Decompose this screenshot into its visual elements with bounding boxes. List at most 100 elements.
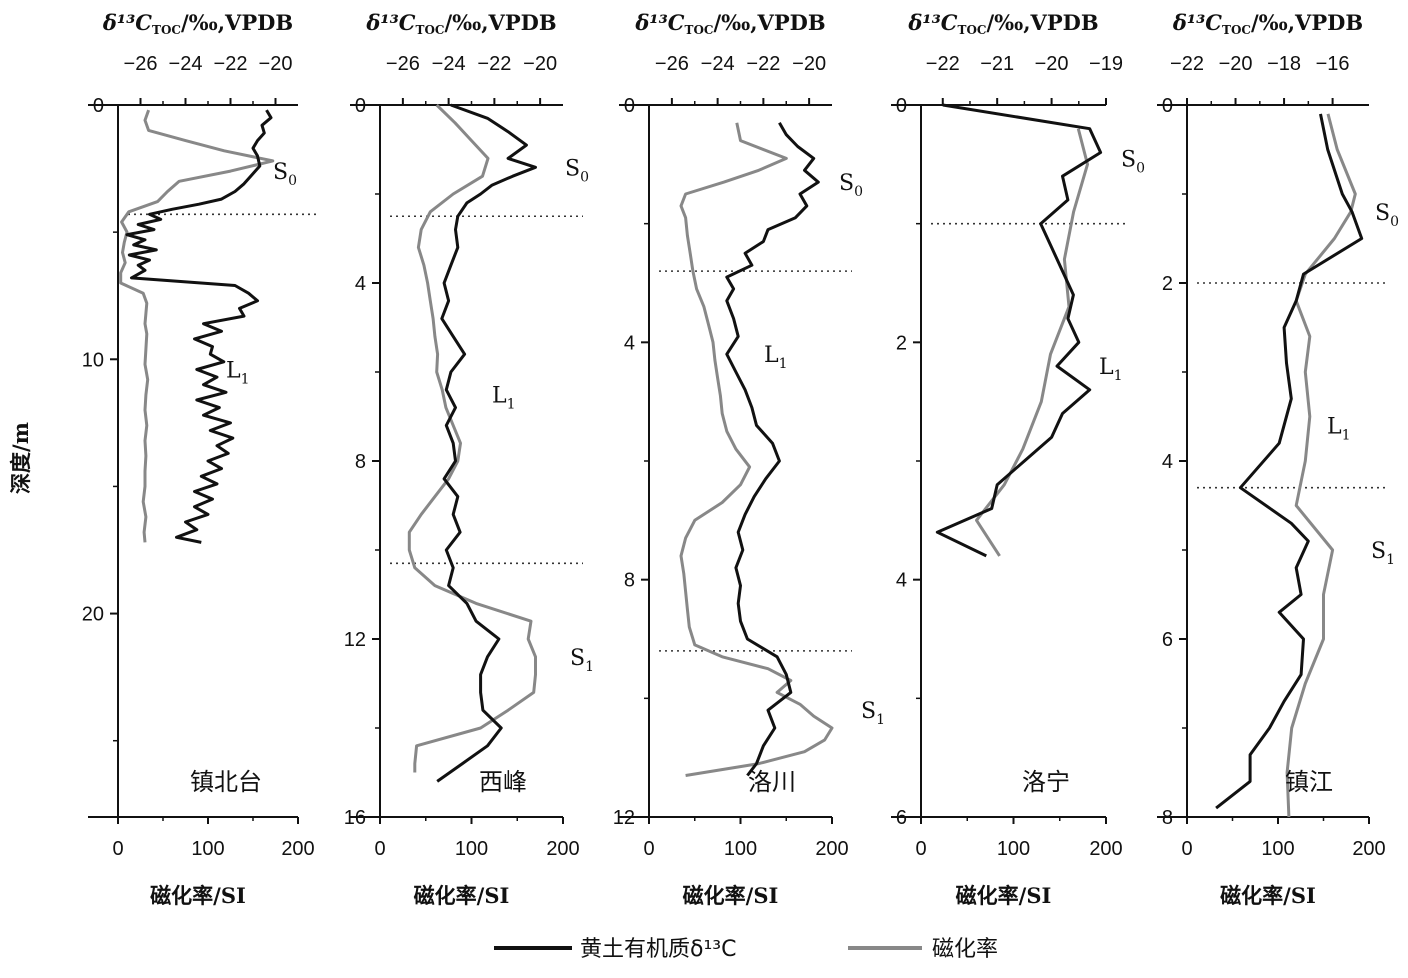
unit-label: S1 xyxy=(861,699,885,728)
depth-axis-title: 深度/m xyxy=(8,422,33,494)
d13c-tick-label: −26 xyxy=(124,53,158,75)
sus-tick-label: 100 xyxy=(191,838,224,860)
sus-tick-label: 200 xyxy=(281,838,314,860)
site-label: 镇江 xyxy=(1285,768,1333,796)
d13c-tick-label: −20 xyxy=(1219,53,1253,75)
sus-tick-label: 100 xyxy=(1261,838,1294,860)
legend-label-d13c: 黄土有机质δ¹³C xyxy=(580,937,736,962)
depth-tick-label: 12 xyxy=(344,629,366,651)
depth-tick-label: 8 xyxy=(355,451,366,473)
sus-tick-label: 0 xyxy=(374,838,385,860)
sus-tick-label: 0 xyxy=(915,838,926,860)
depth-tick-label: 4 xyxy=(1162,451,1173,473)
depth-tick-label: 4 xyxy=(896,570,907,592)
d13c-tick-label: −22 xyxy=(477,53,511,75)
d13c-series xyxy=(935,103,1103,558)
depth-tick-label: 10 xyxy=(82,349,104,371)
sus-axis-title: 磁化率/SI xyxy=(414,883,510,908)
site-label: 洛川 xyxy=(748,768,796,796)
d13c-axis-title: δ¹³CTOC/‰,VPDB xyxy=(102,10,293,37)
d13c-tick-label: −21 xyxy=(980,53,1014,75)
d13c-axis-title: δ¹³CTOC/‰,VPDB xyxy=(1172,10,1363,37)
site-label: 镇北台 xyxy=(190,768,262,796)
d13c-series xyxy=(1215,113,1364,810)
unit-label: L1 xyxy=(1327,414,1351,443)
depth-tick-label: 6 xyxy=(896,807,907,829)
susceptibility-series xyxy=(407,103,537,773)
sus-tick-label: 200 xyxy=(815,838,848,860)
d13c-tick-label: −24 xyxy=(432,53,466,75)
unit-label: S0 xyxy=(273,160,297,189)
depth-tick-label: 0 xyxy=(624,95,635,117)
d13c-series xyxy=(436,103,537,783)
d13c-series xyxy=(125,109,273,544)
d13c-tick-label: −20 xyxy=(523,53,557,75)
panel-5: 0 2 4 6 8 −22 −20 −18 −16 0 100 200 δ¹³CTOC/‰,VPDB 磁化… xyxy=(1157,10,1399,908)
panel-4: 0 2 4 6 −22 −21 −20 −19 0 100 200 δ¹³CTOC/‰,VPDB 磁化率… xyxy=(891,10,1145,908)
d13c-axis-title: δ¹³CTOC/‰,VPDB xyxy=(907,10,1098,37)
unit-label: L1 xyxy=(492,383,516,412)
sus-tick-label: 0 xyxy=(643,838,654,860)
depth-tick-label: 2 xyxy=(1162,273,1173,295)
depth-tick-label: 20 xyxy=(82,604,104,626)
unit-label: L1 xyxy=(1099,355,1123,384)
susceptibility-series xyxy=(679,122,834,777)
site-label: 西峰 xyxy=(479,768,527,796)
d13c-tick-label: −22 xyxy=(1170,53,1204,75)
sus-tick-label: 0 xyxy=(1181,838,1192,860)
depth-tick-label: 8 xyxy=(1162,807,1173,829)
sus-tick-label: 100 xyxy=(997,838,1030,860)
depth-tick-label: 4 xyxy=(624,332,635,354)
unit-label: S1 xyxy=(1371,539,1395,568)
unit-label: S0 xyxy=(1375,201,1399,230)
panel-1: 0 10 20 −26 −24 −22 −20 0 100 200 δ¹³CTOC/‰,VPDB 磁化… xyxy=(82,10,318,908)
d13c-tick-label: −24 xyxy=(169,53,203,75)
legend: 黄土有机质δ¹³C 磁化率 xyxy=(494,937,998,962)
site-label: 洛宁 xyxy=(1022,768,1070,796)
d13c-tick-label: −20 xyxy=(792,53,826,75)
d13c-axis-title: δ¹³CTOC/‰,VPDB xyxy=(634,10,825,37)
susceptibility-series xyxy=(119,109,275,543)
unit-label: S0 xyxy=(1121,147,1145,176)
panel-2: 0 4 8 12 16 −26 −24 −22 −20 0 100 200 δ¹³CTOC/‰,VPDB… xyxy=(344,10,594,908)
d13c-axis-title: δ¹³CTOC/‰,VPDB xyxy=(365,10,556,37)
depth-tick-label: 4 xyxy=(355,273,366,295)
depth-tick-label: 8 xyxy=(624,570,635,592)
depth-tick-label: 16 xyxy=(344,807,366,829)
d13c-tick-label: −24 xyxy=(701,53,735,75)
sus-tick-label: 200 xyxy=(1089,838,1122,860)
unit-label: S0 xyxy=(565,156,589,185)
unit-label: L1 xyxy=(764,343,788,372)
depth-tick-label: 0 xyxy=(1162,95,1173,117)
d13c-tick-label: −20 xyxy=(1035,53,1069,75)
panel-3: 0 4 8 12 −26 −24 −22 −20 0 100 200 δ¹³CTOC/‰,VPDB 磁化… xyxy=(613,10,885,908)
d13c-tick-label: −26 xyxy=(386,53,420,75)
unit-label: L1 xyxy=(226,358,250,387)
depth-tick-label: 0 xyxy=(355,95,366,117)
sus-axis-title: 磁化率/SI xyxy=(956,883,1052,908)
sus-axis-title: 磁化率/SI xyxy=(150,883,246,908)
unit-label: S0 xyxy=(839,171,863,200)
sus-tick-label: 200 xyxy=(546,838,579,860)
d13c-tick-label: −22 xyxy=(746,53,780,75)
d13c-series xyxy=(725,122,820,777)
legend-label-susceptibility: 磁化率 xyxy=(932,937,998,962)
sus-tick-label: 100 xyxy=(724,838,757,860)
d13c-tick-label: −18 xyxy=(1267,53,1301,75)
depth-tick-label: 0 xyxy=(93,95,104,117)
depth-tick-label: 0 xyxy=(896,95,907,117)
d13c-tick-label: −16 xyxy=(1316,53,1350,75)
sus-tick-label: 0 xyxy=(112,838,123,860)
depth-tick-label: 6 xyxy=(1162,629,1173,651)
sus-axis-title: 磁化率/SI xyxy=(1220,883,1316,908)
sus-tick-label: 200 xyxy=(1352,838,1385,860)
depth-tick-label: 2 xyxy=(896,332,907,354)
d13c-tick-label: −19 xyxy=(1089,53,1123,75)
d13c-tick-label: −26 xyxy=(655,53,689,75)
susceptibility-series xyxy=(1285,113,1357,818)
d13c-tick-label: −22 xyxy=(926,53,960,75)
sus-axis-title: 磁化率/SI xyxy=(683,883,779,908)
unit-label: S1 xyxy=(570,646,594,675)
depth-tick-label: 12 xyxy=(613,807,635,829)
